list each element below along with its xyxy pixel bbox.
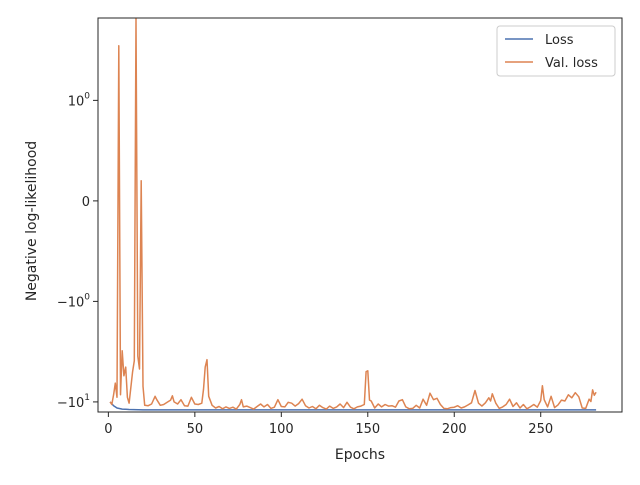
y-tick-label: 100 [68, 91, 91, 109]
x-tick-label: 0 [104, 422, 112, 437]
y-tick-label: 0 [82, 195, 90, 210]
y-axis-label: Negative log-likelihood [24, 141, 40, 301]
x-tick-label: 250 [528, 422, 553, 437]
series-line-loss [109, 401, 597, 411]
plot-frame [97, 17, 623, 413]
series-line-val-loss [109, 17, 597, 410]
axes-frame [97, 17, 623, 413]
series-layer [109, 17, 597, 411]
x-axis-label: Epochs [335, 447, 385, 463]
y-tick-label: −101 [57, 393, 90, 411]
legend: Loss Val. loss [496, 25, 616, 77]
legend-label: Val. loss [545, 56, 598, 71]
x-tick-label: 100 [269, 422, 294, 437]
x-tick-label: 50 [187, 422, 204, 437]
x-axis-ticks: 0 50 100 150 200 250 [104, 412, 553, 437]
y-tick-label: −100 [57, 292, 90, 310]
y-axis-ticks: 100 0 −100 −101 [57, 91, 98, 411]
legend-label: Loss [545, 33, 574, 48]
x-tick-label: 150 [355, 422, 380, 437]
x-tick-label: 200 [442, 422, 467, 437]
